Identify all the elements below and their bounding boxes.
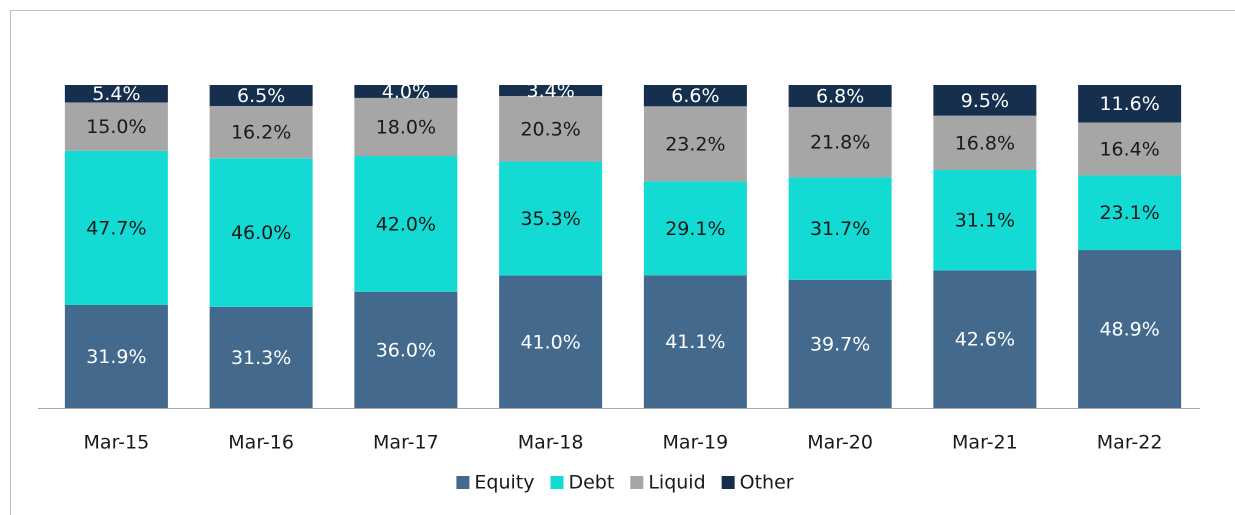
data-label: 6.6%	[671, 85, 719, 107]
data-label: 46.0%	[231, 222, 291, 244]
bar-segment	[788, 177, 892, 280]
data-label: 6.8%	[816, 85, 864, 107]
bar-segment	[209, 85, 313, 106]
data-label: 20.3%	[520, 118, 580, 140]
bar-segment	[354, 85, 458, 98]
bar-segment	[788, 85, 892, 107]
data-label: 41.1%	[665, 331, 725, 353]
x-tick-label: Mar-16	[228, 432, 294, 454]
data-label: 6.5%	[237, 85, 285, 107]
bar-segment	[1078, 250, 1182, 408]
bar-segment	[933, 85, 1037, 116]
data-label: 3.4%	[526, 80, 574, 102]
bar-segment	[933, 169, 1037, 271]
bar-segment	[643, 85, 747, 107]
x-tick-label: Mar-22	[1097, 432, 1163, 454]
x-tick-label: Mar-18	[518, 432, 584, 454]
data-label: 42.6%	[955, 329, 1015, 351]
bar-segment	[64, 150, 168, 305]
data-label: 41.0%	[520, 331, 580, 353]
data-label: 16.8%	[955, 132, 1015, 154]
x-tick-label: Mar-21	[952, 432, 1018, 454]
bar-segment	[354, 97, 458, 157]
legend-label: Debt	[568, 472, 614, 494]
data-label: 42.0%	[376, 213, 436, 235]
legend-swatch	[550, 476, 564, 489]
bar-segment	[1078, 85, 1182, 123]
bar-segment	[643, 106, 747, 182]
x-tick-label: Mar-17	[373, 432, 439, 454]
bar-segment	[643, 181, 747, 276]
bar-segment	[354, 291, 458, 408]
x-tick-label: Mar-19	[663, 432, 729, 454]
bar-segment	[499, 161, 603, 276]
bar-segment	[64, 304, 168, 408]
legend-swatch	[630, 476, 644, 489]
data-label: 11.6%	[1099, 93, 1159, 115]
bar-segment	[209, 158, 313, 307]
legend-label: Liquid	[648, 472, 705, 494]
data-label: 31.3%	[231, 347, 291, 369]
bar-segment	[933, 270, 1037, 408]
legend-swatch	[456, 476, 470, 489]
data-label: 35.3%	[520, 208, 580, 230]
data-label: 23.2%	[665, 133, 725, 155]
data-label: 36.0%	[376, 339, 436, 361]
x-tick-label: Mar-20	[807, 432, 873, 454]
data-label: 18.0%	[376, 116, 436, 138]
bar-segment	[209, 306, 313, 408]
data-label: 48.9%	[1099, 319, 1159, 341]
bar-segment	[64, 102, 168, 151]
data-label: 47.7%	[86, 217, 146, 239]
bar-segment	[354, 156, 458, 292]
data-label: 16.2%	[231, 122, 291, 144]
data-label: 4.0%	[382, 81, 430, 103]
data-label: 29.1%	[665, 218, 725, 240]
data-label: 21.8%	[810, 132, 870, 154]
data-label: 31.1%	[955, 210, 1015, 232]
bar-segment	[499, 95, 603, 162]
legend-label: Other	[740, 472, 794, 494]
data-label: 39.7%	[810, 333, 870, 355]
data-label: 31.7%	[810, 218, 870, 240]
bar-segment	[499, 85, 603, 96]
bar-segment	[643, 275, 747, 408]
bar-segment	[788, 106, 892, 178]
bar-segment	[788, 279, 892, 408]
bar-segment	[1078, 175, 1182, 251]
frame	[10, 10, 1235, 515]
legend-label: Equity	[474, 472, 534, 494]
data-label: 31.9%	[86, 346, 146, 368]
data-label: 23.1%	[1099, 202, 1159, 224]
bar-segment	[499, 275, 603, 408]
bar-segment	[64, 85, 168, 103]
bar-segment	[209, 105, 313, 159]
bar-segment	[933, 115, 1037, 170]
data-label: 5.4%	[92, 83, 140, 105]
data-label: 15.0%	[86, 116, 146, 138]
bar-segment	[1078, 122, 1182, 176]
x-tick-label: Mar-15	[84, 432, 150, 454]
legend-swatch	[721, 476, 735, 489]
data-label: 16.4%	[1099, 138, 1159, 160]
data-label: 9.5%	[961, 90, 1009, 112]
